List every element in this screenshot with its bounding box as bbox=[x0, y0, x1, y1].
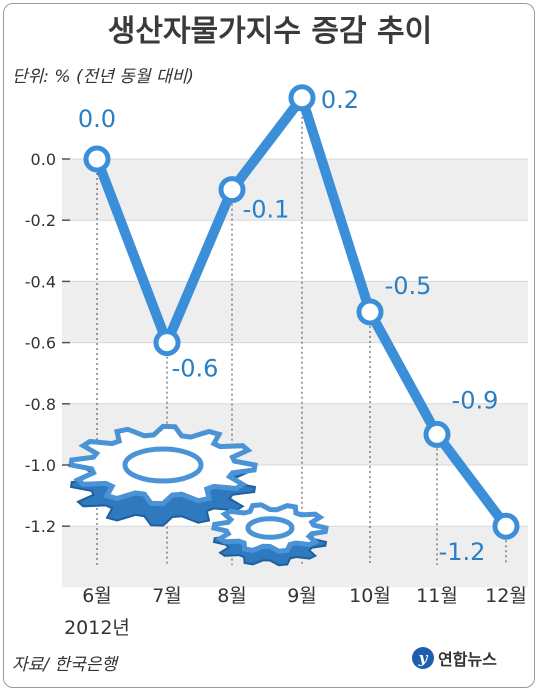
data-label: 0.2 bbox=[321, 86, 359, 114]
y-tick-label: -0.8 bbox=[25, 395, 56, 414]
x-tick-label: 12월 bbox=[485, 585, 527, 607]
yonhap-logo-icon: y bbox=[412, 647, 434, 669]
gears-illustration bbox=[68, 423, 329, 567]
data-point bbox=[153, 329, 181, 357]
x-tick-label: 11월 bbox=[416, 585, 458, 607]
y-tick-label: 0.0 bbox=[31, 150, 56, 169]
data-label: -1.2 bbox=[439, 538, 486, 566]
data-label: 0.0 bbox=[78, 105, 116, 133]
x-tick-label: 8월 bbox=[217, 585, 247, 607]
y-tick-label: -1.2 bbox=[25, 517, 56, 536]
y-tick-label: -0.2 bbox=[25, 211, 56, 230]
gear-hole-shape bbox=[245, 516, 295, 540]
data-label: -0.1 bbox=[243, 196, 290, 224]
data-point bbox=[423, 420, 451, 448]
logo-text: 연합뉴스 bbox=[438, 650, 497, 669]
data-point bbox=[83, 145, 111, 173]
chart-title: 생산자물가지수 증감 추이 bbox=[107, 14, 433, 49]
y-tick-label: -1.0 bbox=[25, 456, 56, 475]
x-tick-label: 7월 bbox=[152, 585, 182, 607]
data-label: -0.6 bbox=[172, 355, 219, 383]
source-label: 자료/ 한국은행 bbox=[12, 655, 117, 675]
data-point bbox=[218, 176, 246, 204]
y-tick-label: -0.4 bbox=[25, 272, 56, 291]
x-year-label: 2012년 bbox=[64, 617, 130, 639]
data-point bbox=[288, 84, 316, 112]
x-tick-label: 6월 bbox=[82, 585, 112, 607]
unit-label: 단위: % (전년 동월 대비) bbox=[12, 67, 194, 87]
chart-frame bbox=[3, 3, 535, 688]
data-point bbox=[492, 512, 520, 540]
grid-band bbox=[62, 281, 528, 343]
yonhap-logo: y 연합뉴스 bbox=[412, 646, 497, 670]
gear-hole-shape bbox=[122, 446, 204, 484]
data-label: -0.5 bbox=[385, 272, 432, 300]
x-tick-label: 9월 bbox=[287, 585, 317, 607]
x-tick-label: 10월 bbox=[349, 585, 391, 607]
data-point bbox=[356, 298, 384, 326]
y-tick-label: -0.6 bbox=[25, 334, 56, 353]
data-label: -0.9 bbox=[452, 386, 499, 414]
grid-band bbox=[62, 159, 528, 221]
